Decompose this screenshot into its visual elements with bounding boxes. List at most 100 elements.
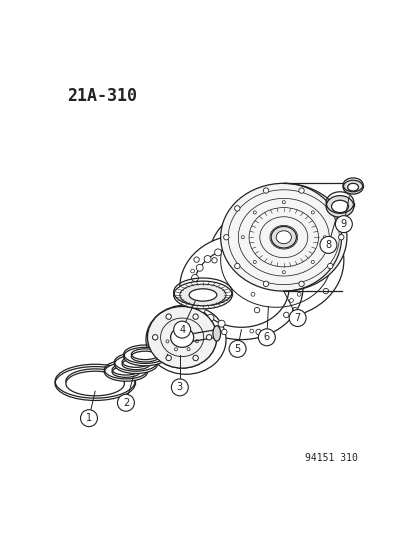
Ellipse shape bbox=[170, 327, 193, 348]
Circle shape bbox=[192, 314, 198, 319]
Circle shape bbox=[323, 236, 325, 239]
Circle shape bbox=[255, 329, 261, 335]
Text: 3: 3 bbox=[176, 382, 183, 392]
Circle shape bbox=[80, 410, 97, 426]
Circle shape bbox=[152, 335, 157, 340]
Circle shape bbox=[289, 298, 293, 302]
Ellipse shape bbox=[131, 351, 159, 362]
Ellipse shape bbox=[147, 306, 216, 368]
Circle shape bbox=[196, 264, 203, 271]
Circle shape bbox=[193, 312, 199, 318]
Text: 8: 8 bbox=[325, 240, 331, 250]
Circle shape bbox=[319, 237, 336, 253]
Circle shape bbox=[223, 288, 228, 294]
Circle shape bbox=[311, 261, 313, 263]
Circle shape bbox=[283, 257, 288, 262]
Circle shape bbox=[253, 211, 256, 214]
Circle shape bbox=[294, 285, 299, 290]
Ellipse shape bbox=[104, 363, 147, 381]
Ellipse shape bbox=[347, 183, 358, 191]
Ellipse shape bbox=[123, 348, 166, 366]
Circle shape bbox=[192, 356, 198, 361]
Text: 21A-310: 21A-310 bbox=[66, 87, 136, 105]
Circle shape bbox=[190, 269, 194, 273]
Ellipse shape bbox=[220, 183, 346, 291]
Ellipse shape bbox=[342, 180, 362, 194]
Text: 4: 4 bbox=[179, 325, 185, 335]
Circle shape bbox=[282, 271, 285, 274]
Circle shape bbox=[173, 321, 190, 338]
Circle shape bbox=[221, 240, 226, 245]
Circle shape bbox=[283, 312, 288, 318]
Circle shape bbox=[335, 216, 351, 232]
Circle shape bbox=[117, 394, 134, 411]
Circle shape bbox=[166, 356, 171, 361]
Ellipse shape bbox=[55, 367, 135, 400]
Ellipse shape bbox=[331, 200, 348, 213]
Ellipse shape bbox=[66, 371, 124, 396]
Circle shape bbox=[234, 263, 240, 269]
Text: 94151 310: 94151 310 bbox=[304, 453, 357, 463]
Circle shape bbox=[190, 286, 197, 293]
Circle shape bbox=[263, 281, 268, 287]
Text: 9: 9 bbox=[340, 219, 346, 229]
Text: 7: 7 bbox=[294, 313, 300, 323]
Circle shape bbox=[204, 255, 211, 262]
Circle shape bbox=[192, 296, 199, 303]
Circle shape bbox=[206, 335, 211, 340]
Circle shape bbox=[282, 200, 285, 204]
Circle shape bbox=[334, 257, 339, 263]
Circle shape bbox=[228, 341, 245, 357]
Ellipse shape bbox=[189, 289, 216, 301]
Circle shape bbox=[263, 188, 268, 193]
Circle shape bbox=[234, 206, 240, 211]
Circle shape bbox=[255, 240, 261, 245]
Text: 2: 2 bbox=[123, 398, 129, 408]
Circle shape bbox=[253, 261, 256, 263]
Circle shape bbox=[183, 285, 188, 290]
Circle shape bbox=[292, 308, 297, 313]
Circle shape bbox=[323, 288, 328, 294]
Circle shape bbox=[171, 379, 188, 396]
Circle shape bbox=[297, 224, 300, 228]
Ellipse shape bbox=[146, 305, 225, 374]
Circle shape bbox=[223, 235, 228, 240]
Circle shape bbox=[206, 314, 214, 321]
Circle shape bbox=[250, 293, 254, 296]
Circle shape bbox=[218, 320, 225, 327]
Ellipse shape bbox=[112, 367, 140, 377]
Circle shape bbox=[298, 188, 304, 193]
Circle shape bbox=[298, 281, 304, 287]
Circle shape bbox=[258, 329, 275, 346]
Circle shape bbox=[292, 208, 297, 213]
Circle shape bbox=[198, 306, 205, 313]
Ellipse shape bbox=[179, 284, 225, 306]
Circle shape bbox=[311, 211, 313, 214]
Circle shape bbox=[288, 310, 305, 327]
Circle shape bbox=[254, 208, 259, 213]
Ellipse shape bbox=[179, 235, 302, 340]
Ellipse shape bbox=[114, 355, 157, 374]
Circle shape bbox=[166, 314, 171, 319]
Circle shape bbox=[191, 274, 198, 281]
Ellipse shape bbox=[147, 306, 216, 368]
Ellipse shape bbox=[275, 231, 291, 244]
Circle shape bbox=[281, 259, 285, 263]
Text: 6: 6 bbox=[263, 332, 269, 342]
Ellipse shape bbox=[122, 359, 150, 370]
Ellipse shape bbox=[173, 281, 232, 309]
Circle shape bbox=[338, 235, 343, 240]
Circle shape bbox=[254, 308, 259, 313]
Circle shape bbox=[327, 206, 332, 211]
Ellipse shape bbox=[271, 227, 296, 248]
Ellipse shape bbox=[325, 196, 353, 217]
Ellipse shape bbox=[212, 326, 220, 341]
Circle shape bbox=[241, 236, 244, 239]
Circle shape bbox=[221, 329, 226, 335]
Circle shape bbox=[323, 227, 328, 232]
Circle shape bbox=[232, 241, 236, 245]
Text: 1: 1 bbox=[86, 413, 92, 423]
Circle shape bbox=[249, 329, 253, 333]
Circle shape bbox=[199, 314, 203, 318]
Circle shape bbox=[327, 263, 332, 269]
